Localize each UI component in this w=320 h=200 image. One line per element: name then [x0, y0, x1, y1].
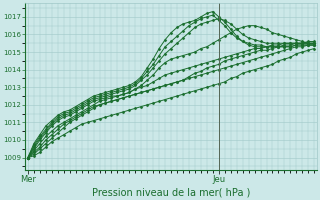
X-axis label: Pression niveau de la mer( hPa ): Pression niveau de la mer( hPa ) — [92, 187, 250, 197]
